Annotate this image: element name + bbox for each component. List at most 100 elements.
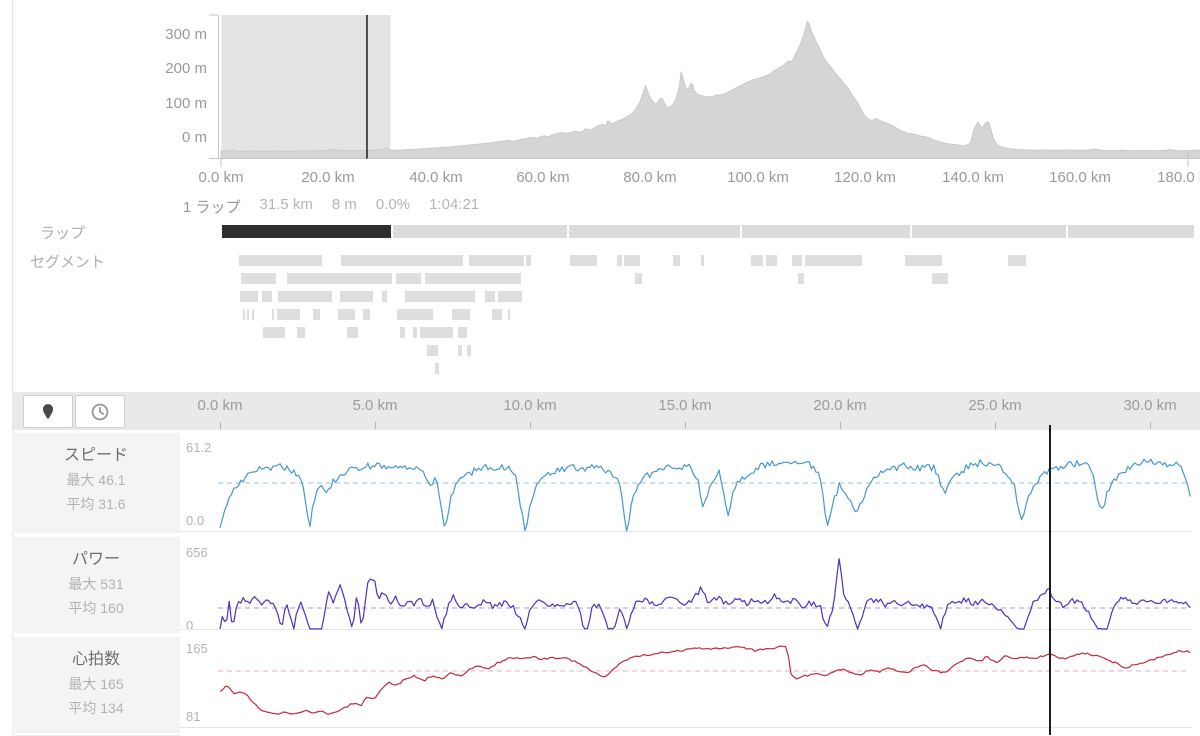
segment-bar[interactable] (240, 291, 258, 302)
selected-range-overlay[interactable] (221, 15, 391, 159)
segment-bar[interactable] (792, 255, 802, 266)
lap-bar-3[interactable] (569, 225, 740, 238)
segment-bar[interactable] (492, 309, 502, 320)
power-title: パワー (71, 551, 120, 568)
elevation-x-label: 180.0 km (1157, 169, 1200, 186)
segment-bar[interactable] (247, 309, 249, 320)
segment-bar[interactable] (751, 255, 763, 266)
elevation-chart[interactable] (0, 0, 1200, 192)
speed-ymin-label: 0.0 (186, 513, 205, 528)
segment-bar[interactable] (278, 291, 332, 302)
segment-bar[interactable] (297, 327, 305, 338)
segment-bar[interactable] (485, 291, 495, 302)
segment-bar[interactable] (452, 309, 470, 320)
segment-bar[interactable] (701, 255, 704, 266)
segment-bar[interactable] (498, 291, 522, 302)
heartrate-chart[interactable] (180, 637, 1194, 733)
segment-bar[interactable] (427, 345, 438, 356)
lap-bar-4[interactable] (742, 225, 910, 238)
segment-bar[interactable] (905, 255, 942, 266)
segment-bar[interactable] (624, 255, 640, 266)
segment-bar[interactable] (635, 273, 642, 284)
elevation-x-label: 0.0 km (198, 169, 244, 186)
elevation-x-label: 20.0 km (301, 169, 355, 186)
clock-icon (88, 400, 112, 424)
lower-x-label: 0.0 km (197, 397, 243, 414)
segment-bar[interactable] (673, 255, 680, 266)
segment-bar[interactable] (396, 273, 421, 284)
segment-bar[interactable] (313, 309, 320, 320)
segment-bar[interactable] (400, 327, 405, 338)
speed-title: スピード (63, 447, 128, 464)
lower-x-label: 25.0 km (968, 397, 1022, 414)
lap-bar-2[interactable] (393, 225, 567, 238)
lap-stat-0: 1 ラップ (183, 199, 241, 216)
elevation-x-label: 140.0 km (942, 169, 1004, 186)
segment-bar[interactable] (1008, 255, 1026, 266)
segment-bar[interactable] (272, 309, 274, 320)
segment-bar[interactable] (458, 327, 467, 338)
map-pin-icon (37, 400, 59, 424)
segment-bar[interactable] (458, 345, 462, 356)
lower-x-tick (220, 422, 221, 429)
segment-bar[interactable] (397, 309, 433, 320)
segment-bar[interactable] (252, 309, 254, 320)
elevation-y-label: 300 m (165, 26, 207, 43)
segment-bar[interactable] (413, 327, 417, 338)
power-row-panel: パワー 最大 531 平均 160 (12, 537, 180, 633)
segment-bar[interactable] (239, 255, 322, 266)
heartrate-row-panel: 心拍数 最大 165 平均 134 (12, 637, 180, 733)
speed-ymax-label: 61.2 (186, 440, 212, 455)
segment-bar[interactable] (932, 273, 948, 284)
speed-row-panel: スピード 最大 46.1 平均 31.6 (12, 433, 180, 533)
elevation-area (220, 20, 1200, 159)
speed-avg: 平均 31.6 (66, 496, 126, 512)
lap-stat-4: 1:04:21 (429, 196, 480, 213)
segment-bar[interactable] (287, 273, 392, 284)
heartrate-ymax-label: 165 (186, 641, 208, 656)
segment-bar[interactable] (243, 309, 245, 320)
segment-bar[interactable] (425, 273, 521, 284)
lap-bar-5[interactable] (912, 225, 1066, 238)
segment-bar[interactable] (363, 309, 370, 320)
segment-bar[interactable] (435, 363, 439, 374)
elevation-x-label: 160.0 km (1049, 169, 1111, 186)
segment-bar[interactable] (262, 291, 272, 302)
segment-bar[interactable] (347, 327, 358, 338)
page-left-border (12, 0, 13, 736)
segment-bar[interactable] (405, 291, 475, 302)
segment-bar[interactable] (420, 327, 453, 338)
segment-bar[interactable] (617, 255, 622, 266)
lower-x-tick (530, 422, 531, 429)
segment-bar[interactable] (382, 291, 387, 302)
segment-bar[interactable] (526, 255, 531, 266)
segment-bar[interactable] (798, 273, 804, 284)
lower-x-label: 15.0 km (658, 397, 712, 414)
elevation-x-label: 80.0 km (623, 169, 677, 186)
segment-bar[interactable] (467, 345, 471, 356)
segment-bar[interactable] (805, 255, 862, 266)
segment-bar[interactable] (338, 309, 355, 320)
power-chart[interactable] (180, 537, 1194, 633)
segment-bar[interactable] (570, 255, 597, 266)
segment-bar[interactable] (766, 255, 777, 266)
speed-chart[interactable] (180, 433, 1194, 533)
heartrate-ymin-label: 81 (186, 709, 201, 724)
segment-bar[interactable] (341, 255, 463, 266)
distance-mode-button[interactable] (23, 395, 73, 428)
scrub-cursor[interactable] (1049, 425, 1051, 735)
lower-x-tick (840, 422, 841, 429)
segment-bar[interactable] (241, 273, 276, 284)
elevation-y-label: 100 m (165, 95, 207, 112)
segment-bar[interactable] (263, 327, 285, 338)
segment-bar[interactable] (508, 309, 510, 320)
segment-bar[interactable] (277, 309, 300, 320)
elevation-y-label: 200 m (165, 60, 207, 77)
segments-label: セグメント (30, 254, 106, 271)
time-mode-button[interactable] (75, 395, 125, 428)
lap-bar-1[interactable] (222, 225, 391, 238)
segment-bar[interactable] (469, 255, 524, 266)
lap-bar-6[interactable] (1068, 225, 1194, 238)
segment-bar[interactable] (340, 291, 373, 302)
